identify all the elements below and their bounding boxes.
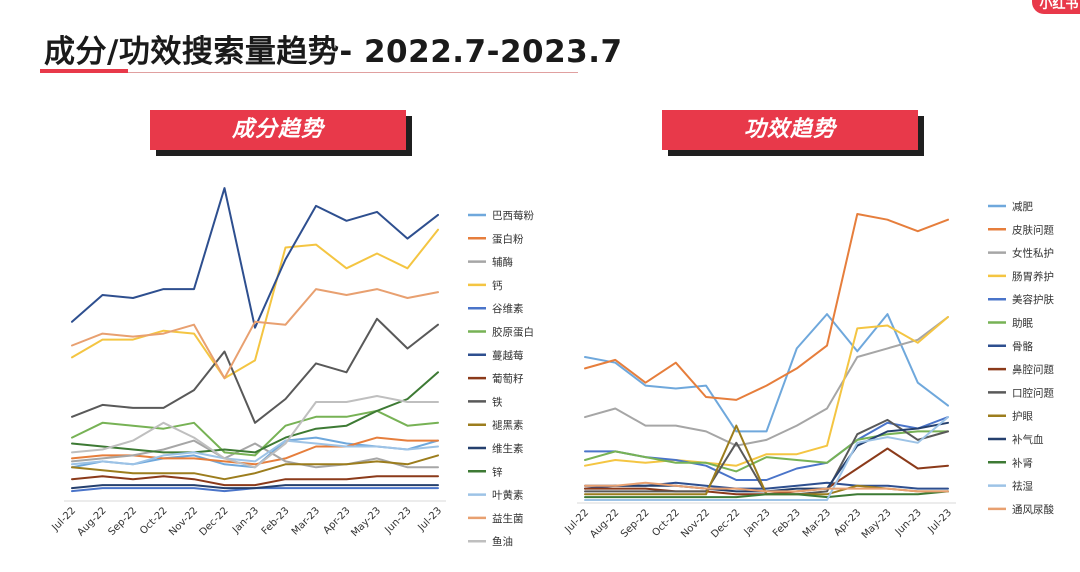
x-tick-label: Jul-23 — [416, 505, 445, 534]
legend-label: 女性私护 — [1012, 247, 1054, 260]
x-tick-label: May-23 — [860, 507, 894, 541]
legend-label: 口腔问题 — [1012, 386, 1054, 399]
legend-label: 谷维素 — [492, 302, 524, 315]
series-line-6 — [584, 430, 949, 473]
x-tick-label: Dec-22 — [198, 505, 231, 538]
series-line-12 — [584, 490, 949, 499]
legend-label: 钙 — [492, 279, 503, 292]
legend-label: 护眼 — [1012, 410, 1034, 423]
series-line-9 — [71, 317, 439, 424]
x-tick-label: Jun-23 — [383, 505, 414, 536]
series-line-3 — [71, 439, 439, 469]
legend-label: 蔓越莓 — [492, 349, 524, 362]
legend-label: 蛋白粉 — [492, 232, 524, 245]
series-line-10 — [71, 454, 439, 481]
legend-label: 祛湿 — [1012, 480, 1034, 493]
legend-label: 鼻腔问题 — [1012, 363, 1054, 376]
x-tick-label: Oct-22 — [650, 507, 682, 539]
legend-label: 铁 — [492, 395, 503, 408]
series-line-5 — [584, 416, 949, 481]
series-line-13 — [71, 439, 439, 466]
x-tick-label: Jun-23 — [893, 507, 924, 538]
x-tick-label: Feb-23 — [260, 505, 292, 537]
legend-label: 美容护肤 — [1012, 293, 1054, 306]
right-chart-title: 功效趋势 — [662, 110, 918, 150]
x-tick-label: Oct-22 — [138, 505, 170, 537]
series-line-13 — [584, 416, 949, 501]
x-tick-label: May-23 — [349, 505, 383, 539]
legend-label: 骨骼 — [1012, 340, 1034, 353]
x-tick-label: Mar-23 — [290, 505, 322, 537]
legend-label: 减肥 — [1012, 201, 1034, 213]
title-underline-accent — [40, 69, 128, 73]
legend-label: 巴西莓粉 — [492, 209, 534, 222]
series-line-2 — [584, 213, 949, 401]
x-tick-label: Sep-22 — [106, 505, 139, 538]
legend-label: 补气血 — [1012, 433, 1044, 446]
series-line-3 — [584, 316, 949, 447]
series-line-11 — [71, 484, 439, 490]
series-line-14 — [584, 481, 949, 493]
legend-label: 肠胃养护 — [1012, 270, 1054, 283]
x-tick-label: Jul-22 — [50, 505, 79, 534]
legend-label: 鱼油 — [492, 535, 513, 548]
x-tick-label: Mar-23 — [801, 507, 833, 539]
left-chart-title: 成分趋势 — [150, 110, 406, 150]
x-tick-label: Feb-23 — [771, 507, 803, 539]
brand-badge: 小红书 — [1032, 0, 1080, 14]
title-underline — [40, 72, 578, 73]
legend-label: 胶原蛋白 — [492, 326, 534, 339]
page-title: 成分/功效搜索量趋势- 2022.7-2023.7 — [44, 34, 623, 70]
legend-label: 辅酶 — [492, 256, 513, 269]
legend-label: 锌 — [492, 465, 503, 478]
x-tick-label: Jan-23 — [742, 507, 773, 538]
x-tick-label: Jul-23 — [926, 507, 955, 536]
x-tick-label: Nov-22 — [167, 505, 200, 538]
x-tick-label: Apr-23 — [832, 507, 863, 538]
series-line-14 — [71, 288, 439, 380]
series-line-7 — [71, 187, 439, 329]
x-tick-label: Dec-22 — [709, 507, 742, 540]
series-line-15 — [71, 395, 439, 469]
x-tick-label: Sep-22 — [619, 507, 652, 540]
legend-label: 补肾 — [1012, 456, 1034, 469]
x-tick-label: Jul-22 — [563, 507, 592, 536]
series-line-12 — [71, 371, 439, 454]
series-line-8 — [71, 475, 439, 487]
legend-label: 益生菌 — [492, 512, 524, 525]
x-tick-label: Nov-22 — [679, 507, 712, 540]
series-line-4 — [71, 228, 439, 380]
legend-label: 助眠 — [1012, 317, 1034, 330]
legend-label: 叶黄素 — [492, 489, 524, 502]
x-tick-label: Apr-23 — [322, 505, 353, 536]
legend-label: 通风尿酸 — [1012, 503, 1054, 516]
x-tick-label: Aug-22 — [75, 505, 108, 538]
x-tick-label: Jan-23 — [230, 505, 261, 536]
x-tick-label: Aug-22 — [588, 507, 621, 540]
legend-label: 维生素 — [492, 442, 524, 455]
legend-label: 褪黑素 — [492, 419, 524, 432]
series-line-4 — [584, 316, 949, 467]
legend-label: 皮肤问题 — [1012, 223, 1054, 236]
series-line-1 — [584, 313, 949, 433]
legend-label: 葡萄籽 — [492, 372, 524, 385]
